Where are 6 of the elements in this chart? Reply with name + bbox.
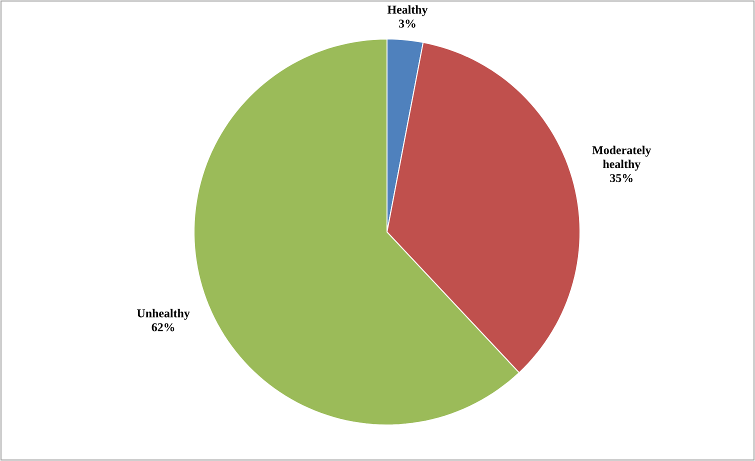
data-label: 35% [610, 174, 632, 182]
data-label: 3% [399, 20, 416, 28]
slice-label: Unhealthy [137, 308, 190, 320]
slice-label: Moderately healthy [592, 146, 652, 171]
data-label: 62% [152, 323, 174, 332]
slice-label: Healthy [387, 5, 428, 16]
